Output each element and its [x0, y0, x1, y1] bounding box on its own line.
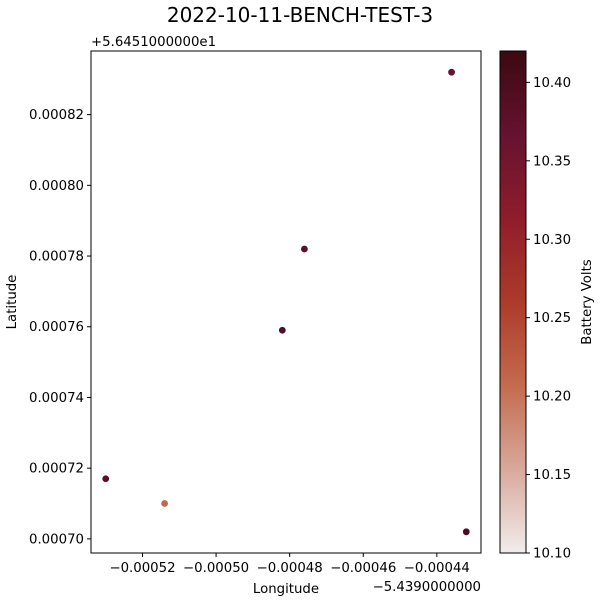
data-point: [161, 500, 168, 507]
x-tick-label: −0.00046: [330, 561, 396, 576]
x-tick-label: −0.00044: [404, 561, 470, 576]
y-tick-label: 0.00072: [29, 462, 84, 477]
scatter-points: [102, 68, 470, 536]
colorbar-tick-label: 10.20: [533, 390, 571, 405]
data-point: [462, 528, 470, 536]
y-axis-offset-label: +5.6451000000e1: [91, 35, 216, 50]
data-point: [278, 326, 286, 334]
colorbar-tick-label: 10.40: [533, 76, 571, 91]
plot-area: −0.00052 −0.00050 −0.00048 −0.00046 −0.00044…: [29, 50, 482, 576]
y-tick-label: 0.00074: [29, 391, 84, 406]
colorbar-tick-label: 10.30: [533, 233, 571, 248]
x-tick-label: −0.00052: [109, 561, 175, 576]
y-tick-label: 0.00082: [29, 108, 84, 123]
colorbar: 10.10 10.15 10.20 10.25 10.30 10.35 10.40 Batt…: [499, 50, 595, 562]
y-tick-label: 0.00070: [29, 532, 84, 547]
y-tick-label: 0.00078: [29, 250, 84, 265]
data-point: [300, 245, 308, 253]
x-axis-label: Longitude: [253, 582, 319, 597]
colorbar-label: Battery Volts: [580, 259, 595, 345]
x-axis-offset-label: −5.4390000000: [373, 580, 481, 595]
y-axis-label: Latitude: [5, 275, 20, 330]
colorbar-gradient: [499, 50, 527, 554]
colorbar-ticks: 10.10 10.15 10.20 10.25 10.30 10.35 10.40: [526, 76, 571, 562]
colorbar-tick-label: 10.25: [533, 311, 571, 326]
y-axis-ticks: 0.00070 0.00072 0.00074 0.00076 0.00078 0.000…: [29, 108, 91, 547]
colorbar-tick-label: 10.10: [533, 547, 571, 562]
plot-frame: [90, 50, 482, 554]
y-tick-label: 0.00080: [29, 179, 84, 194]
colorbar-tick-label: 10.35: [533, 154, 571, 169]
x-tick-label: −0.00050: [183, 561, 249, 576]
x-axis-ticks: −0.00052 −0.00050 −0.00048 −0.00046 −0.00044: [109, 553, 470, 576]
data-point: [448, 68, 455, 76]
x-tick-label: −0.00048: [257, 561, 323, 576]
y-tick-label: 0.00076: [29, 320, 84, 335]
chart-title: 2022-10-11-BENCH-TEST-3: [167, 3, 433, 27]
colorbar-tick-label: 10.15: [533, 468, 571, 483]
data-point: [102, 475, 110, 483]
